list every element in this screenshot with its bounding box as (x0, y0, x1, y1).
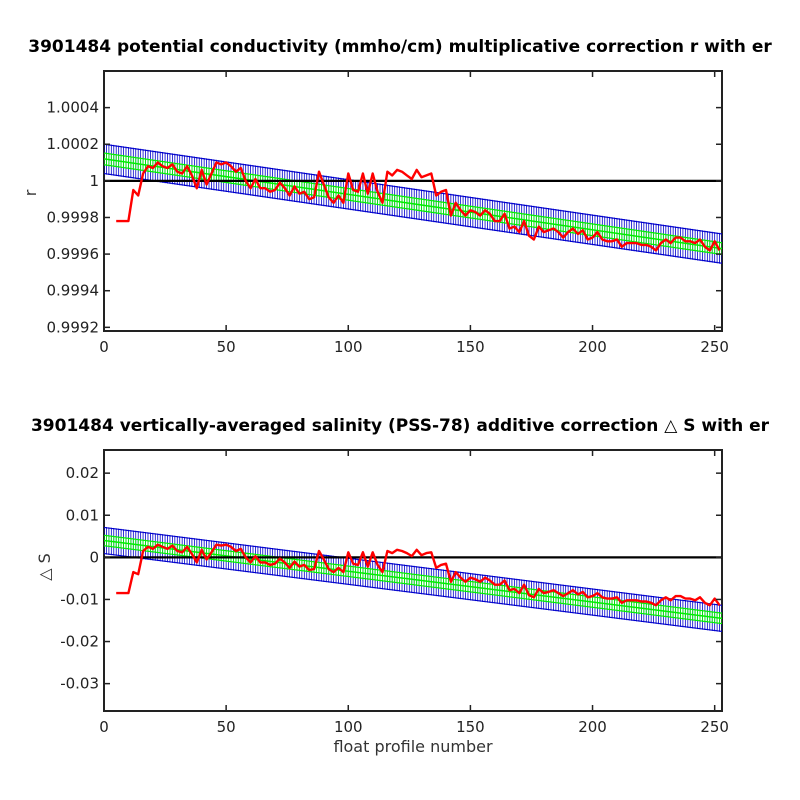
measured-correction-line (116, 543, 721, 607)
x-axis-label: float profile number (333, 737, 493, 756)
y-tick-label: 0.9992 (47, 318, 100, 336)
panel-salinity-correction: 3901484 vertically-averaged salinity (PS… (31, 416, 770, 756)
x-tick-label: 100 (334, 718, 363, 736)
x-tick-label: 0 (99, 718, 109, 736)
x-tick-label: 150 (456, 718, 485, 736)
plot-area (104, 527, 722, 632)
y-tick-label: 0.9994 (47, 282, 100, 300)
x-tick-label: 50 (217, 338, 236, 356)
x-tick-label: 100 (334, 338, 363, 356)
y-tick-label: 0.02 (66, 464, 99, 482)
x-tick-label: 50 (217, 718, 236, 736)
y-tick-label: -0.01 (60, 590, 99, 608)
y-axis-label: r (21, 189, 40, 196)
x-tick-label: 200 (578, 718, 607, 736)
y-axis-label: △ S (35, 553, 54, 581)
y-tick-label: 0.01 (66, 506, 99, 524)
y-tick-label: -0.03 (60, 675, 99, 693)
fit-line (104, 158, 722, 250)
y-tick-label: 1.0004 (47, 99, 100, 117)
x-tick-label: 250 (700, 338, 729, 356)
x-tick-label: 0 (99, 338, 109, 356)
y-tick-label: 0 (89, 548, 99, 566)
plot-area (104, 143, 722, 264)
y-tick-label: 1.0002 (47, 135, 100, 153)
x-tick-label: 250 (700, 718, 729, 736)
x-tick-label: 200 (578, 338, 607, 356)
y-tick-label: 0.9996 (47, 245, 100, 263)
chart-title: 3901484 potential conductivity (mmho/cm)… (28, 37, 772, 57)
chart-title: 3901484 vertically-averaged salinity (PS… (31, 416, 770, 436)
y-tick-label: -0.02 (60, 633, 99, 651)
x-tick-label: 150 (456, 338, 485, 356)
fit-line (104, 539, 722, 620)
panel-conductivity-correction: 3901484 potential conductivity (mmho/cm)… (21, 37, 772, 356)
y-tick-label: 0.9998 (47, 208, 100, 226)
measured-correction-line (116, 161, 721, 252)
plot-frame (103, 70, 723, 332)
y-tick-label: 1 (89, 172, 99, 190)
plot-frame (103, 449, 723, 712)
